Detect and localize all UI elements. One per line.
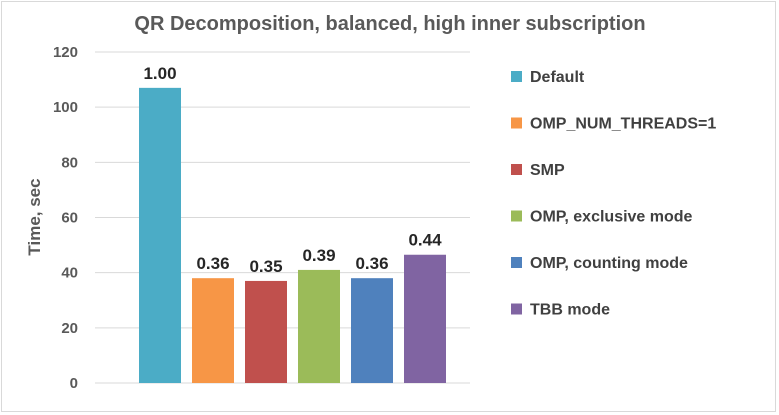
bars (139, 87, 446, 383)
legend-swatch (511, 117, 522, 129)
data-label: 0.36 (355, 254, 388, 273)
legend-swatch (511, 303, 522, 315)
bar (139, 87, 181, 383)
data-labels: 1.00 0.36 0.35 0.39 0.36 0.44 (143, 64, 442, 276)
chart-title: QR Decomposition, balanced, high inner s… (134, 13, 645, 35)
bar (192, 278, 234, 383)
y-tick-label: 60 (61, 210, 78, 227)
data-label: 0.35 (249, 257, 282, 276)
legend-swatch (511, 210, 522, 222)
legend-swatch (511, 164, 522, 175)
legend-entry: OMP, counting mode (530, 255, 688, 272)
y-axis-label: Time, sec (25, 178, 44, 255)
data-label: 0.44 (408, 231, 442, 250)
y-axis-ticks: 0 20 40 60 80 100 120 (53, 44, 78, 392)
legend-entry: TBB mode (530, 302, 610, 319)
y-tick-label: 40 (61, 265, 78, 282)
bar (245, 280, 287, 383)
legend-entry: OMP, exclusive mode (530, 209, 693, 226)
y-tick-label: 80 (61, 154, 78, 171)
data-label: 0.36 (196, 254, 229, 273)
legend-entry: Default (530, 69, 585, 86)
data-label: 0.39 (302, 246, 335, 265)
y-tick-label: 0 (70, 375, 78, 392)
legend: Default OMP_NUM_THREADS=1 SMP OMP, exclusiv… (511, 69, 716, 319)
legend-swatch (511, 71, 522, 82)
y-tick-label: 20 (61, 320, 78, 337)
legend-entry: SMP (530, 162, 565, 179)
data-label: 1.00 (143, 64, 176, 83)
legend-swatch (511, 257, 522, 268)
legend-entry: OMP_NUM_THREADS=1 (530, 116, 716, 133)
bar (298, 269, 340, 383)
y-tick-label: 120 (53, 44, 78, 61)
bar (351, 278, 393, 383)
y-tick-label: 100 (53, 99, 78, 116)
bar (404, 254, 446, 383)
